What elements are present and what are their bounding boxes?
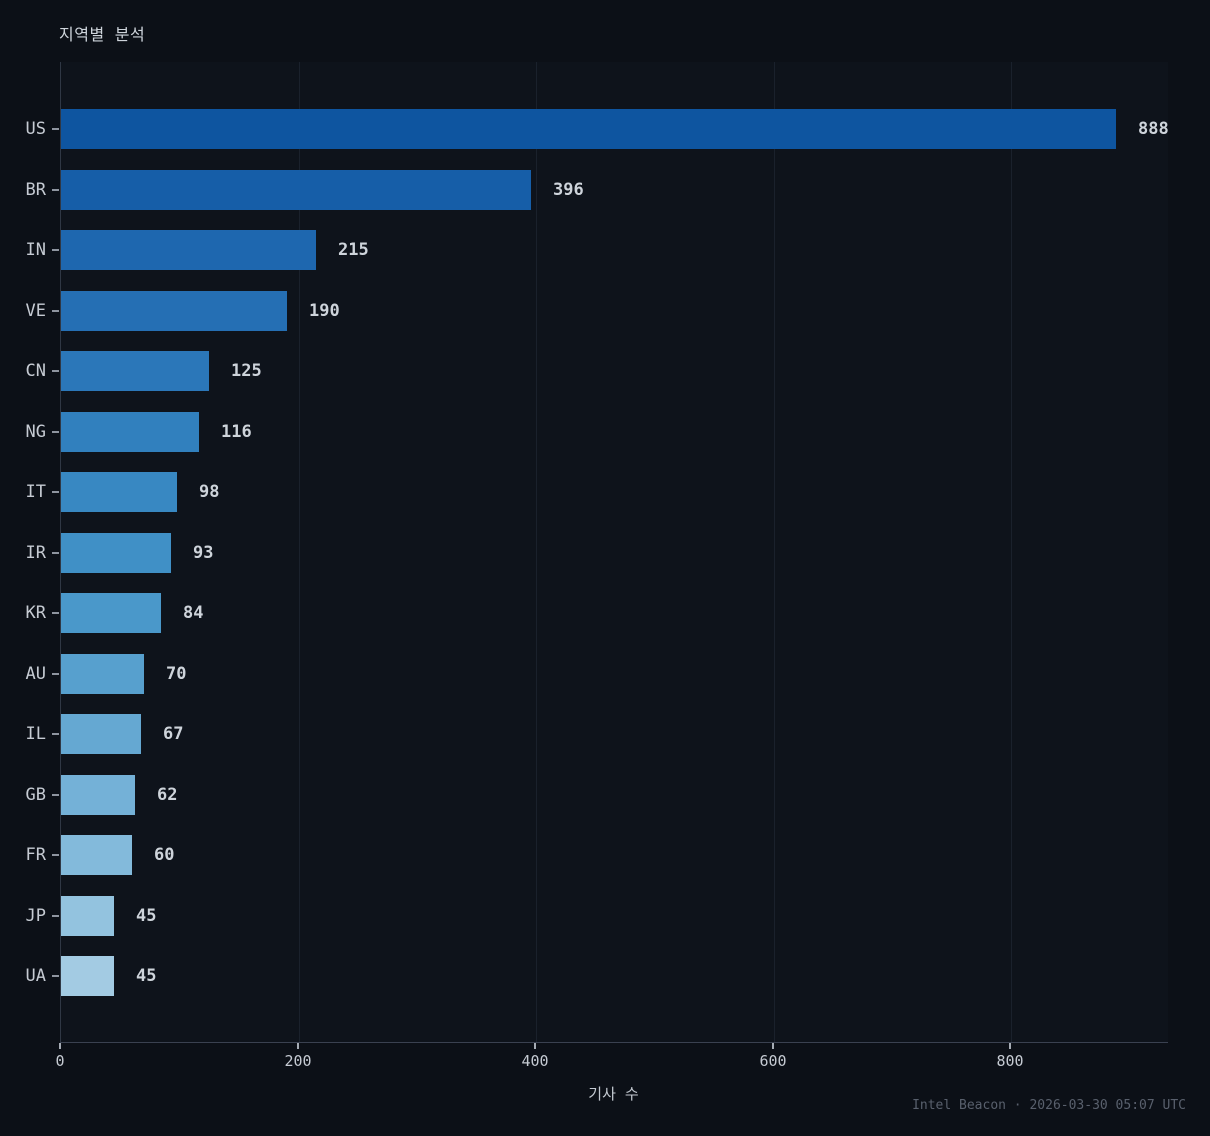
y-tick-mark-fr <box>52 854 59 856</box>
bar-il <box>61 714 141 754</box>
y-axis-label-it: IT <box>25 482 46 502</box>
bar-us <box>61 109 1116 149</box>
bar-ng <box>61 412 199 452</box>
y-tick-mark-br <box>52 189 59 191</box>
bar-ua <box>61 956 114 996</box>
y-axis-label-cn: CN <box>25 361 46 381</box>
y-axis-label-kr: KR <box>25 603 46 623</box>
y-tick-mark-ng <box>52 431 59 433</box>
x-tick-label-200: 200 <box>284 1052 312 1070</box>
value-label-fr: 60 <box>154 845 175 865</box>
value-label-au: 70 <box>166 664 187 684</box>
bar-cn <box>61 351 209 391</box>
gridline-x-200 <box>299 62 300 1042</box>
gridline-x-600 <box>774 62 775 1042</box>
y-tick-mark-ir <box>52 552 59 554</box>
y-tick-mark-cn <box>52 370 59 372</box>
y-axis-label-jp: JP <box>25 906 46 926</box>
y-axis-label-us: US <box>25 119 46 139</box>
value-label-gb: 62 <box>157 785 178 805</box>
x-tick-label-0: 0 <box>55 1052 65 1070</box>
bar-au <box>61 654 144 694</box>
value-label-ng: 116 <box>221 422 252 442</box>
bar-jp <box>61 896 114 936</box>
plot-area: 888 396 215 190 125 116 98 93 84 70 67 62 60 45 45 <box>60 62 1169 1043</box>
bar-ve <box>61 291 287 331</box>
x-tick-label-600: 600 <box>759 1052 787 1070</box>
value-label-jp: 45 <box>136 906 157 926</box>
value-label-ve: 190 <box>309 301 340 321</box>
y-tick-mark-in <box>52 249 59 251</box>
y-axis-label-in: IN <box>25 240 46 260</box>
y-axis-label-ng: NG <box>25 422 46 442</box>
value-label-ir: 93 <box>193 543 214 563</box>
y-axis-label-il: IL <box>25 724 46 744</box>
y-tick-mark-kr <box>52 612 59 614</box>
footer-attribution: Intel Beacon · 2026-03-30 05:07 UTC <box>912 1098 1186 1113</box>
gridline-x-400 <box>536 62 537 1042</box>
y-axis-label-ua: UA <box>25 966 46 986</box>
x-tick-mark-0 <box>59 1043 61 1049</box>
bar-ir <box>61 533 171 573</box>
y-axis-label-br: BR <box>25 180 46 200</box>
bar-it <box>61 472 177 512</box>
value-label-us: 888 <box>1138 119 1169 139</box>
bar-br <box>61 170 531 210</box>
x-tick-mark-200 <box>297 1043 299 1049</box>
y-tick-mark-il <box>52 733 59 735</box>
bar-gb <box>61 775 135 815</box>
bar-kr <box>61 593 161 633</box>
value-label-cn: 125 <box>231 361 262 381</box>
chart-title: 지역별 분석 <box>59 25 146 44</box>
x-axis-label: 기사 수 <box>588 1085 639 1103</box>
value-label-in: 215 <box>338 240 369 260</box>
value-label-kr: 84 <box>183 603 204 623</box>
y-tick-mark-it <box>52 491 59 493</box>
x-tick-label-400: 400 <box>521 1052 549 1070</box>
y-axis-label-ir: IR <box>25 543 46 563</box>
value-label-it: 98 <box>199 482 220 502</box>
y-tick-mark-us <box>52 128 59 130</box>
x-tick-mark-600 <box>772 1043 774 1049</box>
value-label-ua: 45 <box>136 966 157 986</box>
value-label-br: 396 <box>553 180 584 200</box>
x-tick-mark-800 <box>1009 1043 1011 1049</box>
gridline-x-800 <box>1011 62 1012 1042</box>
bar-fr <box>61 835 132 875</box>
y-axis-label-au: AU <box>25 664 46 684</box>
x-tick-mark-400 <box>534 1043 536 1049</box>
y-axis-label-ve: VE <box>25 301 46 321</box>
x-tick-label-800: 800 <box>996 1052 1024 1070</box>
y-axis-label-fr: FR <box>25 845 46 865</box>
value-label-il: 67 <box>163 724 184 744</box>
y-tick-mark-ve <box>52 310 59 312</box>
y-tick-mark-gb <box>52 794 59 796</box>
bar-in <box>61 230 316 270</box>
y-tick-mark-jp <box>52 915 59 917</box>
y-tick-mark-ua <box>52 975 59 977</box>
y-tick-mark-au <box>52 673 59 675</box>
y-axis-label-gb: GB <box>25 785 46 805</box>
